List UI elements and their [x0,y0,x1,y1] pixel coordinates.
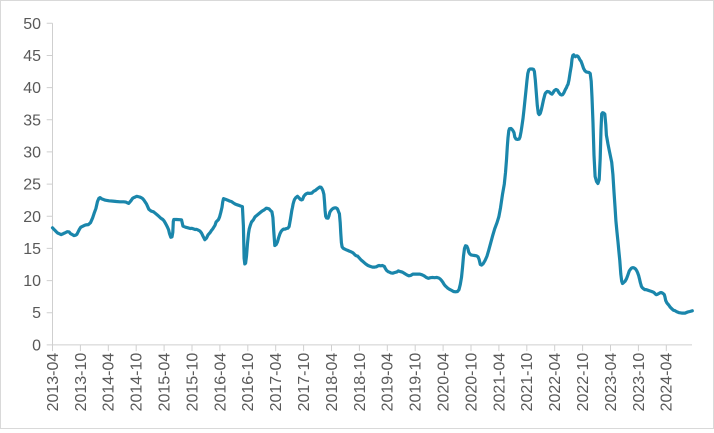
svg-text:2015-04: 2015-04 [157,353,174,412]
svg-text:2022-04: 2022-04 [547,353,564,412]
svg-text:2016-04: 2016-04 [212,353,229,412]
svg-text:2018-04: 2018-04 [324,353,341,412]
svg-text:2019-10: 2019-10 [408,353,425,412]
svg-text:20: 20 [23,209,41,226]
svg-text:0: 0 [32,337,41,354]
svg-text:2015-10: 2015-10 [184,353,201,412]
svg-text:50: 50 [23,16,41,33]
svg-text:2019-04: 2019-04 [380,353,397,412]
svg-text:2023-10: 2023-10 [631,353,648,412]
svg-text:2016-10: 2016-10 [240,353,257,412]
svg-text:2017-10: 2017-10 [296,353,313,412]
svg-text:2021-10: 2021-10 [519,353,536,412]
svg-text:2024-04: 2024-04 [659,353,676,412]
svg-text:2013-04: 2013-04 [45,353,62,412]
svg-text:30: 30 [23,144,41,161]
svg-text:15: 15 [23,241,41,258]
svg-text:40: 40 [23,80,41,97]
svg-text:5: 5 [32,305,41,322]
svg-text:2020-04: 2020-04 [436,353,453,412]
svg-text:2014-10: 2014-10 [129,353,146,412]
svg-text:25: 25 [23,177,41,194]
svg-text:2014-04: 2014-04 [101,353,118,412]
svg-text:2018-10: 2018-10 [352,353,369,412]
svg-text:2013-10: 2013-10 [73,353,90,412]
svg-text:2020-10: 2020-10 [463,353,480,412]
svg-text:10: 10 [23,273,41,290]
svg-text:45: 45 [23,48,41,65]
svg-text:2022-10: 2022-10 [575,353,592,412]
svg-text:2021-04: 2021-04 [491,353,508,412]
svg-text:35: 35 [23,112,41,129]
svg-text:2017-04: 2017-04 [268,353,285,412]
svg-text:2023-04: 2023-04 [603,353,620,412]
